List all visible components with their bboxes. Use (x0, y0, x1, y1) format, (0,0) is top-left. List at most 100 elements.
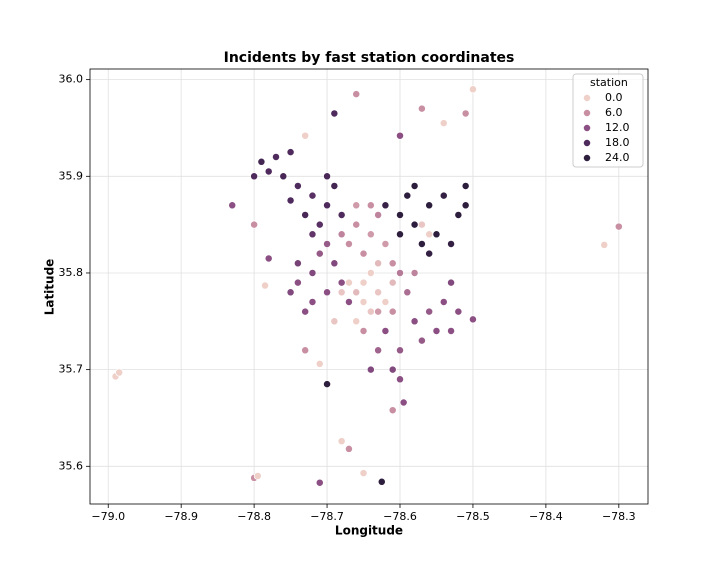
point (417, 240, 426, 248)
point (352, 288, 361, 297)
point (323, 288, 332, 297)
point (432, 230, 441, 239)
point (359, 278, 368, 287)
x-tick-label: −78.7 (310, 510, 344, 523)
point (352, 201, 361, 210)
point (388, 259, 397, 268)
x-tick-label: −78.6 (383, 510, 417, 523)
point (330, 182, 339, 190)
point (388, 365, 397, 374)
point (410, 182, 419, 190)
point (308, 230, 317, 239)
point (439, 298, 448, 306)
x-tick-label: −78.4 (529, 510, 563, 523)
point (425, 201, 434, 210)
point (468, 85, 477, 94)
point (374, 211, 383, 219)
point (286, 288, 295, 297)
point (381, 201, 390, 210)
point (447, 278, 456, 287)
point (337, 437, 346, 446)
legend-marker (583, 154, 591, 162)
point (279, 172, 288, 181)
point (337, 211, 346, 219)
legend: station 0.0 6.0 12.0 18.0 24.0 (572, 73, 644, 168)
point (293, 278, 302, 287)
point (377, 477, 386, 486)
point (308, 298, 317, 306)
point (388, 278, 397, 287)
y-tick-label: 35.7 (59, 363, 84, 376)
point (272, 153, 280, 161)
point (366, 307, 375, 316)
legend-label: 24.0 (605, 151, 630, 164)
point (301, 346, 310, 355)
point (286, 196, 295, 205)
point (337, 288, 346, 297)
point (388, 406, 397, 415)
point (323, 240, 332, 248)
point (264, 167, 273, 176)
point (344, 278, 353, 287)
point (359, 469, 368, 478)
point (250, 172, 259, 181)
point (308, 191, 317, 200)
point (454, 307, 463, 316)
point (366, 201, 375, 210)
x-axis-label: Longitude (335, 524, 403, 538)
point (403, 288, 412, 297)
x-tick-label: −78.5 (456, 510, 490, 523)
point (228, 201, 237, 210)
legend-title: station (590, 76, 628, 89)
point (439, 191, 448, 200)
point (374, 259, 383, 268)
y-tick-label: 36.0 (59, 73, 84, 86)
x-tick-label: −78.3 (602, 510, 636, 523)
y-tick-label: 35.9 (59, 169, 84, 182)
point (396, 131, 404, 140)
point (374, 307, 383, 316)
point (293, 182, 302, 190)
point (381, 298, 390, 306)
legend-marker (583, 139, 591, 147)
point (337, 278, 346, 287)
point (301, 131, 310, 140)
legend-label: 0.0 (605, 91, 623, 104)
x-tick-label: −78.8 (237, 510, 271, 523)
point (461, 109, 470, 118)
point (323, 172, 332, 181)
point (468, 315, 477, 324)
y-tick-label: 35.6 (59, 459, 84, 472)
point (308, 269, 317, 277)
point (330, 317, 339, 326)
point (330, 259, 339, 268)
point (352, 90, 361, 99)
point (425, 307, 434, 316)
legend-marker (583, 109, 591, 117)
x-tick-label: −78.9 (164, 510, 198, 523)
point (253, 472, 262, 480)
point (366, 365, 375, 374)
point (115, 368, 124, 377)
point (264, 254, 273, 263)
point (417, 220, 426, 229)
point (461, 182, 470, 190)
point (403, 191, 412, 200)
legend-label: 6.0 (605, 106, 623, 119)
point (301, 211, 310, 219)
point (410, 220, 419, 229)
point (323, 380, 332, 389)
point (396, 230, 404, 239)
plot-frame (89, 68, 649, 505)
point (439, 119, 448, 128)
point (286, 148, 295, 157)
point (417, 104, 426, 113)
point (432, 327, 441, 335)
legend-label: 12.0 (605, 121, 630, 134)
point (352, 220, 361, 229)
point (410, 317, 419, 326)
point (330, 109, 339, 118)
point (447, 327, 456, 335)
point (396, 269, 404, 277)
